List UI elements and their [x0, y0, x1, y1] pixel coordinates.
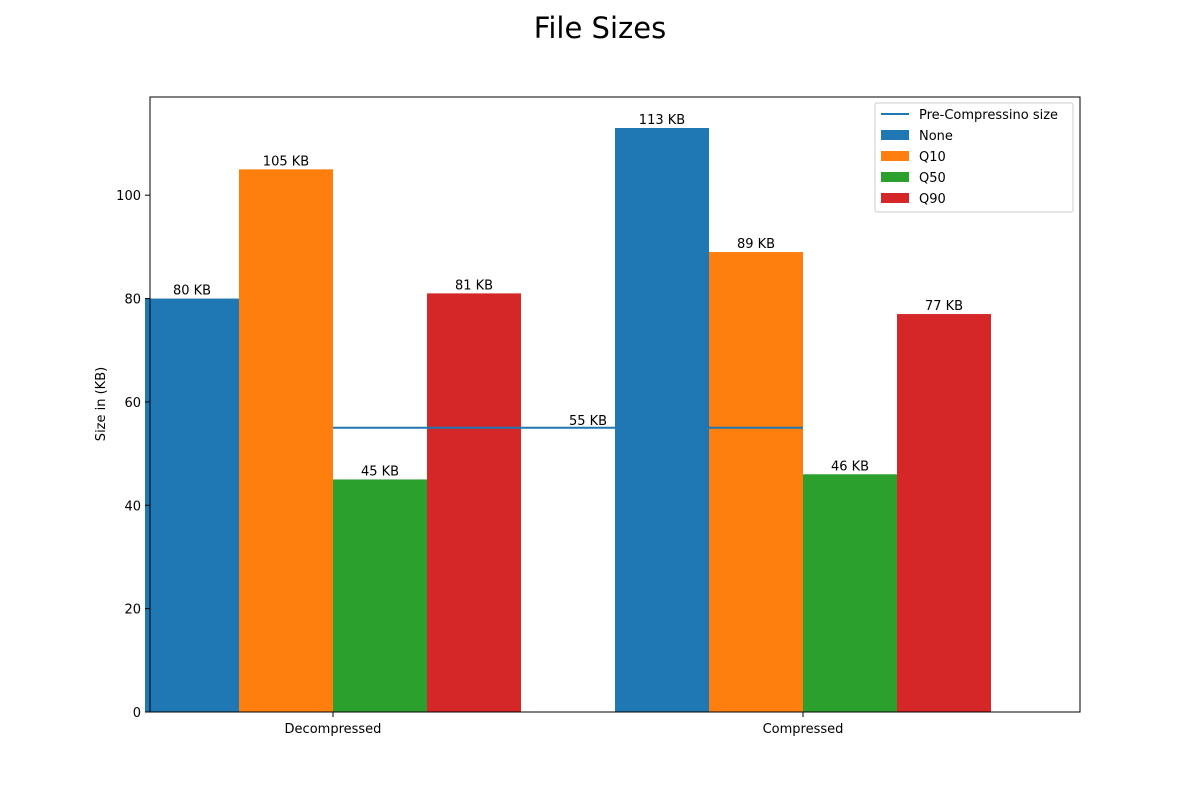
bar-value-label: 105 KB	[263, 154, 309, 169]
y-axis-ticks: 0 20 40 60 80 100	[116, 189, 150, 721]
x-tick-label: Decompressed	[285, 722, 382, 737]
legend-swatch-q10	[881, 151, 909, 161]
legend: Pre-Compressino size None Q10 Q50 Q90	[874, 102, 1074, 213]
data-labels-layer: 80 KB 113 KB 105 KB 89 KB 45 KB 46 KB 81 KB 77 …	[173, 113, 963, 479]
legend-label: Q90	[919, 192, 946, 207]
legend-swatch-none	[881, 130, 909, 140]
chart-title: File Sizes	[534, 11, 666, 45]
y-tick-label: 80	[124, 293, 141, 308]
bar-value-label: 45 KB	[361, 464, 399, 479]
bar-value-label: 81 KB	[455, 278, 493, 293]
bar-q90-decompressed	[427, 293, 521, 712]
legend-label: None	[919, 129, 953, 144]
bar-value-label: 113 KB	[639, 113, 685, 128]
bar-value-label: 89 KB	[737, 237, 775, 252]
bar-none-compressed	[615, 128, 709, 712]
bar-q10-compressed	[709, 252, 803, 712]
bars-layer	[145, 128, 991, 713]
y-tick-label: 60	[124, 396, 141, 411]
bar-value-label: 80 KB	[173, 284, 211, 299]
reference-line-label: 55 KB	[569, 414, 607, 429]
y-axis-title: Size in (KB)	[94, 367, 109, 441]
y-tick-label: 100	[116, 189, 141, 204]
legend-swatch-q90	[881, 193, 909, 203]
legend-label: Q10	[919, 150, 946, 165]
y-tick-label: 0	[133, 706, 141, 721]
bar-none-decompressed	[145, 298, 239, 712]
y-tick-label: 20	[124, 603, 141, 618]
legend-label: Pre-Compressino size	[919, 108, 1058, 123]
bar-q50-decompressed	[333, 479, 427, 712]
bar-q50-compressed	[803, 474, 897, 712]
y-tick-label: 40	[124, 499, 141, 514]
bar-q90-compressed	[897, 314, 991, 712]
bar-q10-decompressed	[239, 169, 333, 713]
x-axis-ticks: Decompressed Compressed	[285, 712, 844, 737]
plot-frame	[149, 96, 1081, 713]
bar-value-label: 77 KB	[925, 299, 963, 314]
x-tick-label: Compressed	[763, 722, 844, 737]
legend-box	[874, 102, 1074, 213]
bar-value-label: 46 KB	[831, 459, 869, 474]
legend-label: Q50	[919, 171, 946, 186]
legend-swatch-q50	[881, 172, 909, 182]
